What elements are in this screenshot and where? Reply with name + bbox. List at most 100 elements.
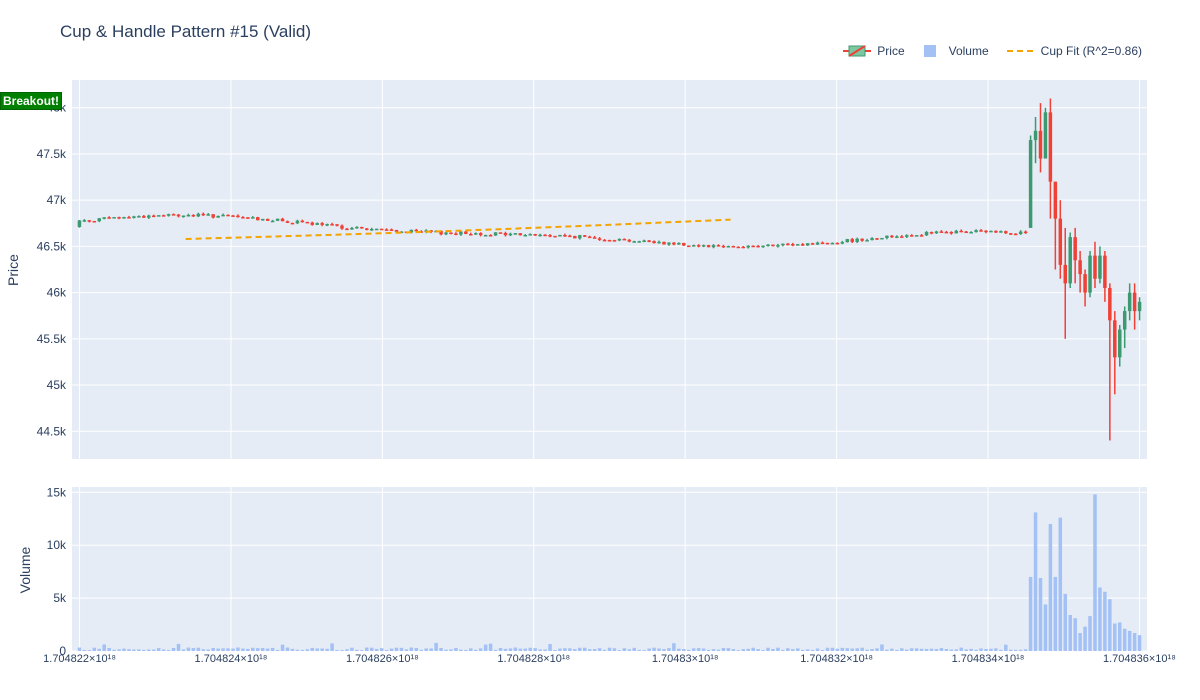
volume-bar	[687, 649, 691, 651]
volume-bar	[855, 648, 859, 651]
x-tick-label: 1.70483×10¹⁸	[652, 653, 719, 665]
volume-bar	[473, 649, 478, 651]
volume-bar	[979, 648, 983, 651]
candle-body	[127, 217, 131, 219]
candle-body	[568, 235, 572, 238]
candle-body	[964, 231, 968, 234]
candle-body	[246, 217, 250, 219]
price-candles	[77, 98, 1142, 441]
candle-body	[766, 244, 770, 247]
candle-body	[652, 241, 656, 244]
volume-bar	[909, 648, 914, 651]
candle-body	[795, 244, 800, 246]
volume-bar	[751, 647, 755, 651]
candle-body	[231, 215, 235, 217]
breakout-annotation: Breakout!	[0, 92, 63, 110]
candle-body	[122, 217, 126, 219]
volume-bar	[820, 650, 825, 651]
volume-bar	[1009, 649, 1013, 651]
candle-body	[776, 245, 780, 247]
volume-bar	[241, 648, 245, 651]
volume-bar	[508, 648, 513, 651]
candle-body	[211, 214, 215, 218]
volume-bar	[171, 647, 176, 651]
volume-bar	[533, 648, 537, 651]
legend-item-volume[interactable]: Volume	[923, 44, 989, 58]
candle-body	[726, 246, 731, 248]
volume-bar	[523, 648, 528, 651]
volume-bar	[488, 643, 493, 651]
volume-bar	[994, 648, 998, 651]
volume-bar	[746, 648, 750, 651]
volume-bar	[191, 648, 196, 651]
volume-bar	[1108, 599, 1112, 651]
candle-body	[578, 235, 582, 239]
volume-bar	[627, 649, 632, 651]
candle-body	[444, 232, 448, 235]
candle-body	[206, 214, 210, 216]
volume-bar	[701, 648, 706, 651]
candle-body	[761, 245, 765, 248]
volume-bar	[1088, 616, 1092, 651]
volume-bar	[934, 649, 939, 651]
candle-body	[647, 240, 651, 242]
candle-body	[667, 242, 671, 245]
volume-bar	[538, 649, 542, 651]
candle-body	[389, 229, 394, 231]
volume-bar	[984, 648, 988, 651]
volume-bar	[830, 647, 835, 651]
candle-body	[394, 229, 399, 232]
candle-body	[97, 218, 101, 222]
volume-bar	[464, 649, 468, 651]
volume-bar	[647, 648, 651, 651]
volume-bar	[731, 649, 736, 651]
volume-bar	[137, 649, 141, 651]
candle-body	[137, 216, 141, 218]
candle-body	[117, 217, 121, 219]
candle-body	[701, 245, 706, 247]
legend-item-cup[interactable]: Cup Fit (R^2=0.86)	[1006, 44, 1142, 58]
volume-tick-label: 10k	[47, 538, 67, 552]
x-tick-label: 1.704834×10¹⁸	[952, 653, 1025, 665]
x-tick-label: 1.704836×10¹⁸	[1103, 653, 1176, 665]
candle-body	[914, 235, 919, 237]
candle-body	[325, 224, 329, 226]
legend-item-price[interactable]: Price	[843, 44, 905, 58]
volume-bar	[325, 648, 329, 651]
volume-bar	[414, 647, 419, 651]
candle-body	[171, 214, 176, 216]
volume-bar	[394, 647, 399, 651]
volume-bar	[503, 648, 508, 651]
volume-bar	[1023, 649, 1028, 651]
volume-bar	[726, 648, 731, 651]
candle-body	[528, 234, 532, 236]
volume-bar	[776, 647, 780, 651]
candle-body	[360, 226, 364, 229]
volume-bar	[840, 647, 845, 651]
candle-body	[1068, 237, 1072, 284]
volume-bar	[1113, 623, 1117, 651]
candle-body	[265, 218, 270, 221]
candle-body	[602, 239, 607, 242]
candle-body	[885, 235, 889, 238]
candle-body	[825, 242, 830, 245]
candle-body	[677, 242, 681, 245]
candle-body	[503, 233, 508, 236]
legend-label-volume: Volume	[948, 44, 989, 58]
candle-body	[330, 224, 334, 226]
volume-bar	[939, 648, 944, 651]
volume-bar	[1068, 615, 1072, 651]
volume-bar	[766, 647, 770, 651]
volume-bar	[944, 648, 949, 651]
candle-body	[251, 217, 255, 219]
volume-bar	[582, 647, 587, 651]
candle-body	[340, 225, 344, 229]
volume-bar	[236, 647, 240, 651]
volume-bar	[999, 649, 1003, 651]
candle-body	[355, 226, 359, 229]
volume-bar	[340, 650, 344, 651]
candle-body	[800, 244, 805, 246]
volume-bar	[439, 648, 443, 651]
volume-bar	[142, 649, 146, 651]
candle-body	[642, 240, 646, 242]
